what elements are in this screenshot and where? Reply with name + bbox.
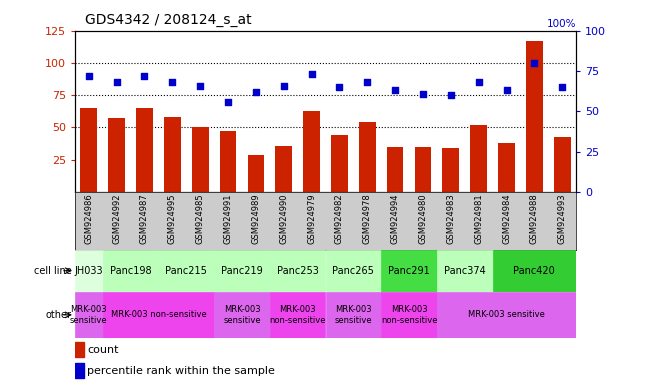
Bar xyxy=(443,148,459,192)
Bar xyxy=(493,250,576,292)
Bar xyxy=(164,117,181,192)
Text: GSM924992: GSM924992 xyxy=(112,194,121,244)
Point xyxy=(557,84,568,90)
Bar xyxy=(158,250,214,292)
Bar xyxy=(75,292,103,338)
Bar xyxy=(526,41,543,192)
Bar xyxy=(75,342,84,357)
Bar xyxy=(359,122,376,192)
Bar xyxy=(270,250,326,292)
Point xyxy=(418,91,428,97)
Text: GSM924990: GSM924990 xyxy=(279,194,288,244)
Bar xyxy=(437,250,493,292)
Bar xyxy=(437,292,576,338)
Point xyxy=(111,79,122,85)
Text: MRK-003
sensitive: MRK-003 sensitive xyxy=(223,305,261,324)
Text: GSM924978: GSM924978 xyxy=(363,194,372,245)
Text: GSM924979: GSM924979 xyxy=(307,194,316,244)
Text: 100%: 100% xyxy=(547,19,576,29)
Text: MRK-003
sensitive: MRK-003 sensitive xyxy=(335,305,372,324)
Text: GSM924995: GSM924995 xyxy=(168,194,177,244)
Text: GSM924985: GSM924985 xyxy=(196,194,204,244)
Text: count: count xyxy=(87,345,119,355)
Point xyxy=(334,84,344,90)
Text: JH033: JH033 xyxy=(74,266,103,276)
Bar xyxy=(75,250,103,292)
Text: GSM924991: GSM924991 xyxy=(223,194,232,244)
Bar xyxy=(331,135,348,192)
Bar xyxy=(275,146,292,192)
Text: cell line: cell line xyxy=(34,266,72,276)
Bar xyxy=(214,292,270,338)
Point xyxy=(83,73,94,79)
Text: Panc219: Panc219 xyxy=(221,266,263,276)
Text: MRK-003
non-sensitive: MRK-003 non-sensitive xyxy=(381,305,437,324)
Bar xyxy=(219,131,236,192)
Bar xyxy=(136,108,153,192)
Point xyxy=(529,60,540,66)
Bar xyxy=(108,118,125,192)
Text: GSM924984: GSM924984 xyxy=(502,194,511,244)
Text: GSM924983: GSM924983 xyxy=(447,194,455,245)
Point xyxy=(251,89,261,95)
Point xyxy=(473,79,484,85)
Text: GSM924988: GSM924988 xyxy=(530,194,539,245)
Text: other: other xyxy=(46,310,72,320)
Text: GSM924981: GSM924981 xyxy=(474,194,483,244)
Point xyxy=(362,79,372,85)
Bar xyxy=(103,250,158,292)
Text: Panc420: Panc420 xyxy=(514,266,555,276)
Text: Panc215: Panc215 xyxy=(165,266,207,276)
Bar xyxy=(381,250,437,292)
Text: Panc374: Panc374 xyxy=(444,266,486,276)
Bar xyxy=(415,147,432,192)
Point xyxy=(139,73,150,79)
Text: GSM924994: GSM924994 xyxy=(391,194,400,244)
Text: MRK-003
non-sensitive: MRK-003 non-sensitive xyxy=(270,305,326,324)
Text: GSM924982: GSM924982 xyxy=(335,194,344,244)
Bar xyxy=(192,127,208,192)
Bar xyxy=(81,108,97,192)
Text: GSM924989: GSM924989 xyxy=(251,194,260,244)
Bar xyxy=(214,250,270,292)
Text: percentile rank within the sample: percentile rank within the sample xyxy=(87,366,275,376)
Text: Panc253: Panc253 xyxy=(277,266,318,276)
Bar xyxy=(470,125,487,192)
Text: MRK-003
sensitive: MRK-003 sensitive xyxy=(70,305,107,324)
Text: MRK-003 sensitive: MRK-003 sensitive xyxy=(468,310,545,319)
Text: GSM924987: GSM924987 xyxy=(140,194,149,245)
Text: Panc198: Panc198 xyxy=(110,266,152,276)
Point xyxy=(279,83,289,89)
Point xyxy=(390,87,400,93)
Text: GSM924986: GSM924986 xyxy=(84,194,93,245)
Bar xyxy=(554,137,570,192)
Bar xyxy=(270,292,326,338)
Point xyxy=(223,99,233,105)
Point xyxy=(501,87,512,93)
Point xyxy=(445,92,456,98)
Bar xyxy=(381,292,437,338)
Bar xyxy=(103,292,214,338)
Text: GDS4342 / 208124_s_at: GDS4342 / 208124_s_at xyxy=(85,13,251,27)
Text: Panc265: Panc265 xyxy=(333,266,374,276)
Point xyxy=(195,83,206,89)
Text: MRK-003 non-sensitive: MRK-003 non-sensitive xyxy=(111,310,206,319)
Point xyxy=(167,79,178,85)
Bar xyxy=(326,250,381,292)
Bar xyxy=(326,292,381,338)
Bar xyxy=(387,147,404,192)
Text: Panc291: Panc291 xyxy=(388,266,430,276)
Text: GSM924993: GSM924993 xyxy=(558,194,567,244)
Point xyxy=(307,71,317,77)
Bar xyxy=(75,363,84,378)
Bar xyxy=(498,143,515,192)
Text: GSM924980: GSM924980 xyxy=(419,194,428,244)
Bar xyxy=(247,155,264,192)
Bar xyxy=(303,111,320,192)
